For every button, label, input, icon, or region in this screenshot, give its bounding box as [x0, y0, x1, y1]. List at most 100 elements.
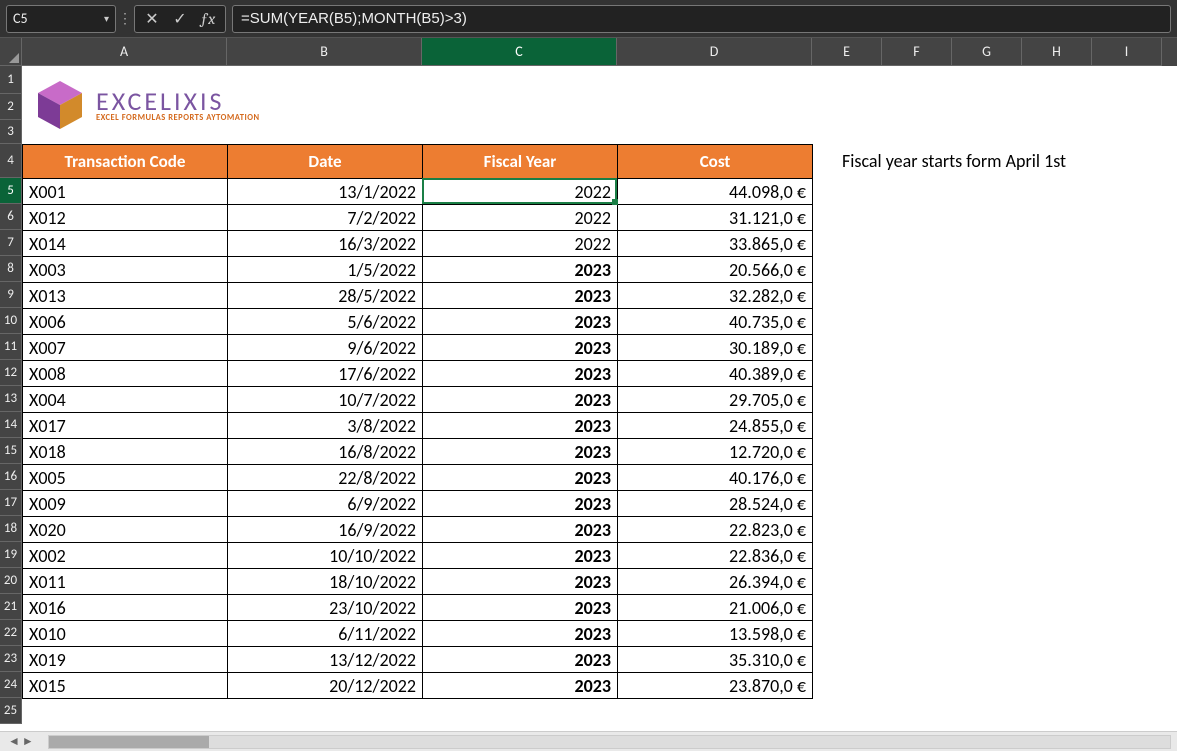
table-row[interactable]: X00817/6/2022202340.389,0 € [23, 361, 813, 387]
column-header-C[interactable]: C [422, 38, 617, 66]
row-header-11[interactable]: 11 [0, 334, 22, 360]
table-row[interactable]: X01520/12/2022202323.870,0 € [23, 673, 813, 699]
cell-date[interactable]: 10/7/2022 [228, 387, 423, 413]
cell-fiscal-year[interactable]: 2023 [423, 309, 618, 335]
cell-fiscal-year[interactable]: 2022 [423, 205, 618, 231]
cell-fiscal-year[interactable]: 2023 [423, 491, 618, 517]
table-row[interactable]: X0173/8/2022202324.855,0 € [23, 413, 813, 439]
column-header-B[interactable]: B [227, 38, 422, 66]
column-header-D[interactable]: D [617, 38, 812, 66]
row-header-25[interactable]: 25 [0, 698, 22, 724]
cell-cost[interactable]: 23.870,0 € [618, 673, 813, 699]
cell-date[interactable]: 16/9/2022 [228, 517, 423, 543]
cell-cost[interactable]: 35.310,0 € [618, 647, 813, 673]
cell-code[interactable]: X014 [23, 231, 228, 257]
row-header-2[interactable]: 2 [0, 94, 22, 120]
table-header-0[interactable]: Transaction Code [23, 145, 228, 179]
table-row[interactable]: X0065/6/2022202340.735,0 € [23, 309, 813, 335]
cell-cost[interactable]: 24.855,0 € [618, 413, 813, 439]
cell-fiscal-year[interactable]: 2023 [423, 257, 618, 283]
table-row[interactable]: X00210/10/2022202322.836,0 € [23, 543, 813, 569]
cell-code[interactable]: X012 [23, 205, 228, 231]
row-header-23[interactable]: 23 [0, 646, 22, 672]
cell-code[interactable]: X006 [23, 309, 228, 335]
row-header-13[interactable]: 13 [0, 386, 22, 412]
horizontal-scrollbar[interactable] [48, 735, 1171, 749]
cell-date[interactable]: 13/1/2022 [228, 179, 423, 205]
cell-date[interactable]: 18/10/2022 [228, 569, 423, 595]
cell-cost[interactable]: 22.823,0 € [618, 517, 813, 543]
cell-fiscal-year[interactable]: 2023 [423, 283, 618, 309]
table-row[interactable]: X00522/8/2022202340.176,0 € [23, 465, 813, 491]
cell-fiscal-year[interactable]: 2022 [423, 179, 618, 205]
cell-fiscal-year[interactable]: 2023 [423, 517, 618, 543]
cell-date[interactable]: 28/5/2022 [228, 283, 423, 309]
cell-fiscal-year[interactable]: 2023 [423, 673, 618, 699]
cell-code[interactable]: X007 [23, 335, 228, 361]
cell-code[interactable]: X011 [23, 569, 228, 595]
row-header-16[interactable]: 16 [0, 464, 22, 490]
cell-date[interactable]: 6/9/2022 [228, 491, 423, 517]
cell-cost[interactable]: 22.836,0 € [618, 543, 813, 569]
cell-code[interactable]: X015 [23, 673, 228, 699]
cell-code[interactable]: X018 [23, 439, 228, 465]
cell-cost[interactable]: 12.720,0 € [618, 439, 813, 465]
cell-cost[interactable]: 26.394,0 € [618, 569, 813, 595]
cell-code[interactable]: X017 [23, 413, 228, 439]
cell-fiscal-year[interactable]: 2023 [423, 543, 618, 569]
cell-code[interactable]: X010 [23, 621, 228, 647]
select-all-corner[interactable] [0, 38, 22, 66]
name-box[interactable]: C5 ▾ [6, 5, 116, 33]
row-header-21[interactable]: 21 [0, 594, 22, 620]
cell-fiscal-year[interactable]: 2023 [423, 439, 618, 465]
cell-date[interactable]: 10/10/2022 [228, 543, 423, 569]
cell-date[interactable]: 16/8/2022 [228, 439, 423, 465]
table-header-3[interactable]: Cost [618, 145, 813, 179]
column-header-A[interactable]: A [22, 38, 227, 66]
table-header-2[interactable]: Fiscal Year [423, 145, 618, 179]
cell-date[interactable]: 13/12/2022 [228, 647, 423, 673]
cell-date[interactable]: 5/6/2022 [228, 309, 423, 335]
cell-date[interactable]: 23/10/2022 [228, 595, 423, 621]
row-header-10[interactable]: 10 [0, 308, 22, 334]
cell-cost[interactable]: 31.121,0 € [618, 205, 813, 231]
row-header-19[interactable]: 19 [0, 542, 22, 568]
cell-cost[interactable]: 29.705,0 € [618, 387, 813, 413]
row-header-20[interactable]: 20 [0, 568, 22, 594]
formula-input[interactable] [232, 5, 1171, 33]
cell-cost[interactable]: 40.735,0 € [618, 309, 813, 335]
table-row[interactable]: X01118/10/2022202326.394,0 € [23, 569, 813, 595]
row-header-12[interactable]: 12 [0, 360, 22, 386]
row-header-9[interactable]: 9 [0, 282, 22, 308]
cell-code[interactable]: X008 [23, 361, 228, 387]
cell-code[interactable]: X005 [23, 465, 228, 491]
cell-date[interactable]: 7/2/2022 [228, 205, 423, 231]
cell-date[interactable]: 3/8/2022 [228, 413, 423, 439]
table-row[interactable]: X0096/9/2022202328.524,0 € [23, 491, 813, 517]
cell-code[interactable]: X001 [23, 179, 228, 205]
cell-fiscal-year[interactable]: 2022 [423, 231, 618, 257]
column-header-E[interactable]: E [812, 38, 882, 66]
row-header-4[interactable]: 4 [0, 144, 22, 178]
row-header-6[interactable]: 6 [0, 204, 22, 230]
row-header-22[interactable]: 22 [0, 620, 22, 646]
row-header-1[interactable]: 1 [0, 66, 22, 94]
cell-cost[interactable]: 13.598,0 € [618, 621, 813, 647]
cell-fiscal-year[interactable]: 2023 [423, 569, 618, 595]
table-row[interactable]: X01816/8/2022202312.720,0 € [23, 439, 813, 465]
cell-date[interactable]: 22/8/2022 [228, 465, 423, 491]
table-row[interactable]: X0079/6/2022202330.189,0 € [23, 335, 813, 361]
table-row[interactable]: X01913/12/2022202335.310,0 € [23, 647, 813, 673]
table-row[interactable]: X01328/5/2022202332.282,0 € [23, 283, 813, 309]
row-header-8[interactable]: 8 [0, 256, 22, 282]
row-header-7[interactable]: 7 [0, 230, 22, 256]
cell-cost[interactable]: 40.389,0 € [618, 361, 813, 387]
table-row[interactable]: X00113/1/2022202244.098,0 € [23, 179, 813, 205]
cell-cost[interactable]: 32.282,0 € [618, 283, 813, 309]
cell-date[interactable]: 1/5/2022 [228, 257, 423, 283]
cell-fiscal-year[interactable]: 2023 [423, 387, 618, 413]
column-header-H[interactable]: H [1022, 38, 1092, 66]
row-header-24[interactable]: 24 [0, 672, 22, 698]
row-header-14[interactable]: 14 [0, 412, 22, 438]
cell-fiscal-year[interactable]: 2023 [423, 647, 618, 673]
